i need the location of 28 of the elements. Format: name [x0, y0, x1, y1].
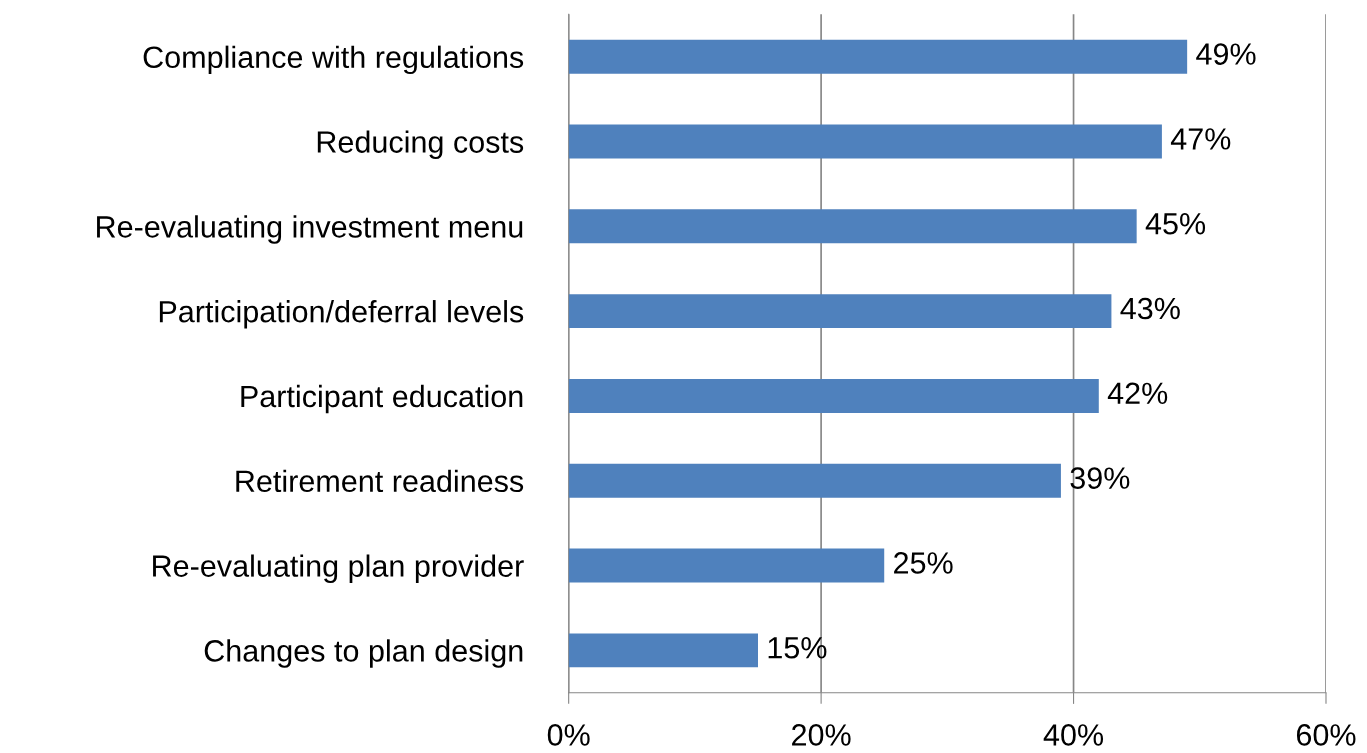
data-label: 42% — [1107, 382, 1168, 405]
data-label: 15% — [768, 637, 827, 659]
data-label: 47% — [1170, 128, 1231, 150]
data-label: 25% — [894, 552, 953, 574]
bar — [568, 463, 1061, 498]
y-tick-label: Re-evaluating investment menu — [97, 215, 523, 244]
bar — [568, 209, 1137, 244]
y-tick-label: Retirement readiness — [236, 469, 524, 493]
y-tick-label: Re-evaluating plan provider — [153, 554, 524, 583]
y-tick-label: Changes to plan design — [204, 639, 523, 668]
bar — [568, 548, 885, 583]
y-tick-label: Reducing costs — [317, 130, 524, 159]
x-tick-label: 0% — [547, 724, 590, 746]
bar — [568, 378, 1099, 413]
x-tick-label: 40% — [1043, 724, 1104, 746]
y-tick-label: Participation/deferral levels — [159, 300, 524, 329]
bar — [568, 633, 758, 668]
bar — [568, 294, 1112, 329]
data-label: 43% — [1120, 297, 1180, 320]
data-label: 49% — [1196, 43, 1256, 65]
bar — [568, 124, 1162, 159]
data-label: 39% — [1070, 467, 1130, 489]
y-tick-label: Participant education — [241, 384, 523, 414]
bar — [568, 39, 1188, 74]
y-tick-label: Compliance with regulations — [143, 45, 524, 75]
data-label: 45% — [1145, 213, 1206, 235]
x-tick-label: 20% — [792, 724, 851, 746]
x-tick-label: 60% — [1296, 724, 1356, 746]
